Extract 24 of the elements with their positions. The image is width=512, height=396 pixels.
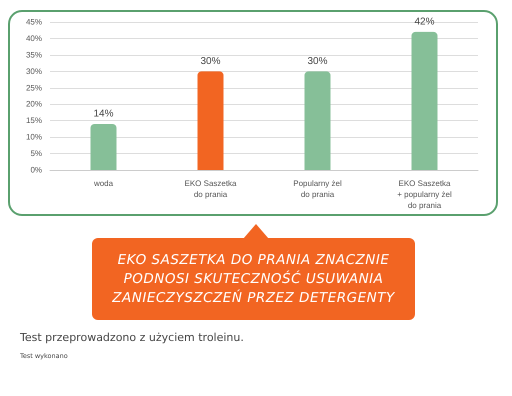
y-tick-label: 35% (26, 50, 42, 60)
bar (304, 71, 330, 170)
data-label: 30% (200, 56, 221, 67)
data-label: 42% (414, 16, 435, 28)
text: EKO SASZETKA DO PRANIA ZNACZNIE PODNOSI SKUTECZNOŚĆ USUWANIA ZANIECZYSZCZEŃ PRZEZ DETERGENTY (92, 238, 415, 320)
y-tick-label: 25% (26, 83, 42, 92)
bar (412, 32, 438, 170)
x-tick-label: woda (92, 179, 114, 188)
y-tick-label: 40% (26, 34, 42, 43)
x-tick-label: EKO Saszetka + popularny żel do prania (397, 179, 452, 210)
data-label: 30% (307, 56, 328, 67)
text: Test przeprowadzono z użyciem troleinu. (20, 331, 244, 344)
y-tick-label: 45% (26, 18, 42, 26)
y-tick-label: 5% (30, 149, 42, 158)
data-label: 14% (93, 108, 114, 120)
bar (198, 71, 224, 170)
y-tick-label: 20% (26, 100, 42, 109)
y-tick-label: 15% (26, 116, 42, 126)
y-tick-label: 30% (26, 66, 42, 76)
bar (90, 124, 116, 170)
x-tick-label: EKO Saszetka do prania (184, 179, 238, 199)
x-tick-label: Popularny żel do prania (293, 179, 342, 199)
y-tick-label: 0% (30, 166, 42, 174)
y-tick-label: 10% (26, 132, 42, 142)
